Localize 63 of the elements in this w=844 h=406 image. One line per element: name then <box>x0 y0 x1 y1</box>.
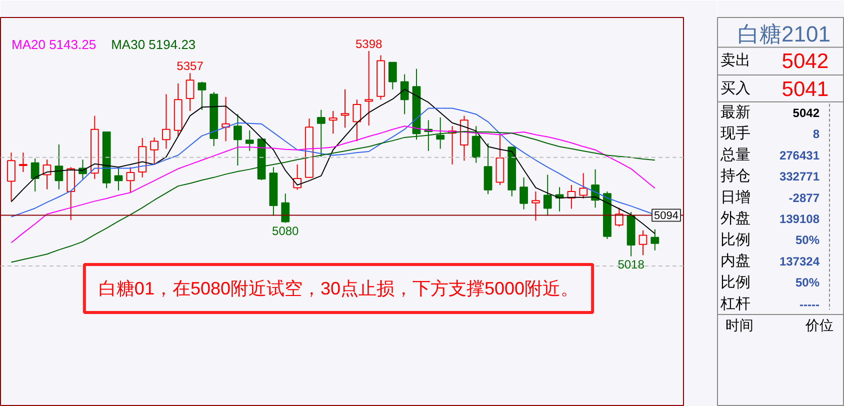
candlestick <box>7 152 16 202</box>
candlestick <box>543 174 552 216</box>
text: 价位 <box>804 317 834 334</box>
text: ----- <box>800 297 820 312</box>
candlestick <box>484 142 492 195</box>
annotation: 5080 <box>272 224 300 238</box>
candlestick <box>364 50 374 126</box>
text: MA20 5143.25 <box>12 37 96 52</box>
text: 5042 <box>782 50 828 74</box>
text: 50% <box>795 276 820 290</box>
ref-line-label: 5094 <box>654 210 679 222</box>
text: 持仓 <box>720 168 750 185</box>
text: 比例 <box>720 274 750 292</box>
text: 白糖2101 <box>738 21 830 46</box>
candlestick <box>352 99 362 142</box>
annotation: 白糖01，在5080附近试空，30点止损，下方支撑5000附近。 <box>98 278 579 298</box>
candlestick <box>186 72 194 112</box>
text: 杠杆 <box>720 295 750 312</box>
text: 日增 <box>720 188 750 206</box>
text: 时间 <box>726 317 754 334</box>
text: 276431 <box>779 148 820 162</box>
candlestick <box>328 110 338 134</box>
candlestick <box>532 190 540 222</box>
text: 332771 <box>779 170 820 184</box>
text: 比例 <box>720 231 750 248</box>
text: 外盘 <box>720 210 750 228</box>
text: 最新 <box>720 104 750 121</box>
candlestick <box>198 81 206 110</box>
annotation: 5357 <box>176 59 204 74</box>
text: 现手 <box>720 125 750 142</box>
candlestick <box>234 114 242 166</box>
text: 50% <box>795 232 820 247</box>
text: 137324 <box>779 254 820 269</box>
text: 总量 <box>720 146 750 164</box>
candlestick <box>114 166 123 191</box>
text: 买入 <box>720 80 750 97</box>
text: 5042 <box>792 106 820 120</box>
candlestick <box>340 88 350 128</box>
annotation: 5398 <box>355 36 382 51</box>
candlestick <box>30 158 40 192</box>
candlestick <box>245 130 254 152</box>
text: 5041 <box>782 78 828 101</box>
text: 8 <box>812 127 820 142</box>
text: 卖出 <box>720 52 750 70</box>
candlestick <box>388 62 397 90</box>
candlestick <box>281 193 290 224</box>
text: -2877 <box>788 190 820 205</box>
text: 139108 <box>779 212 820 226</box>
candlestick <box>162 94 170 150</box>
candlestick <box>614 207 624 228</box>
text: MA30 5194.23 <box>111 37 196 52</box>
candlestick <box>638 230 648 256</box>
text: 内盘 <box>720 252 750 270</box>
candlestick <box>54 144 64 190</box>
candlestick <box>126 166 135 193</box>
candlestick <box>18 152 28 173</box>
candlestick <box>650 228 660 251</box>
candlestick <box>520 176 528 210</box>
candlestick <box>150 136 158 165</box>
candlestick <box>66 166 76 221</box>
candlestick <box>400 74 409 115</box>
annotation: 5018 <box>618 257 645 272</box>
candlestick <box>579 172 588 199</box>
